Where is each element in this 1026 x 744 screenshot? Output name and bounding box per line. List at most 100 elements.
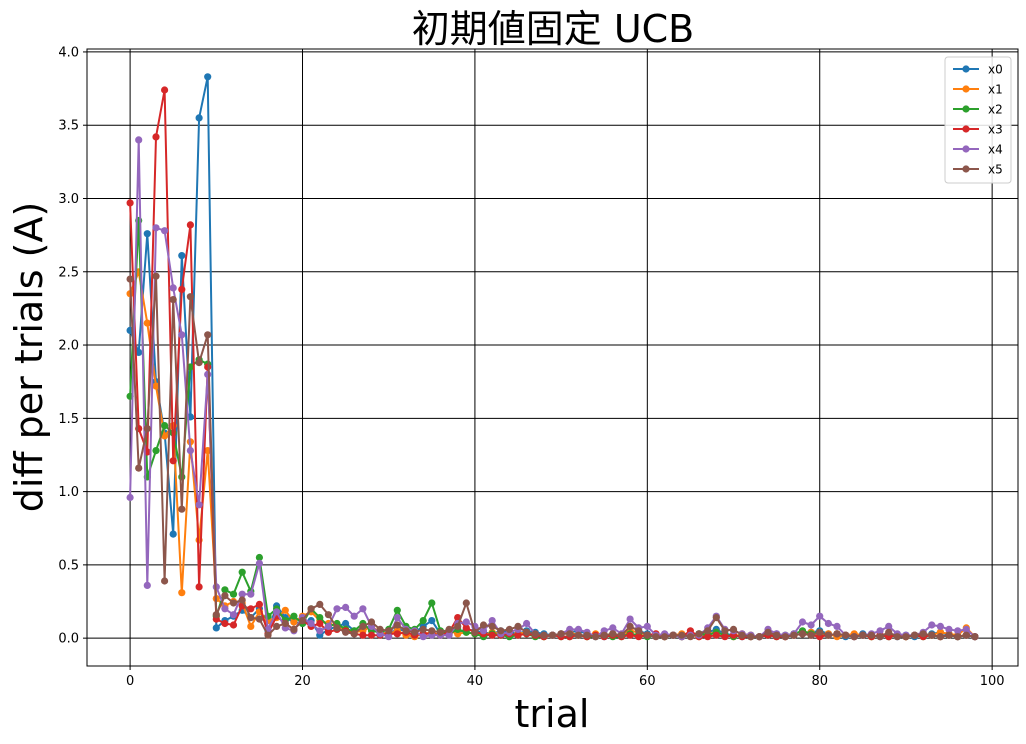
data-point-x5 [592,633,600,641]
data-point-x1 [281,606,289,614]
data-point-x3 [316,619,324,628]
plot-background [87,49,1018,666]
data-point-x5 [376,625,384,634]
data-point-x3 [161,86,169,94]
y-tick-label: 4.0 [58,45,79,60]
data-point-x5 [350,630,358,638]
data-point-x5 [281,619,289,628]
data-point-x0 [428,617,436,625]
data-point-x5 [885,628,893,636]
data-point-x4 [169,284,177,292]
data-point-x5 [514,622,522,631]
data-point-x5 [178,505,186,513]
data-point-x3 [126,199,134,207]
legend-label: x1 [988,83,1003,97]
data-point-x0 [178,252,186,260]
data-point-x5 [324,611,332,619]
y-axis-ticks: 0.0 0.5 1.0 1.5 2.0 2.5 3.0 3.5 4.0 [58,45,87,647]
data-point-x4 [178,331,186,339]
data-point-x5 [954,633,962,641]
data-point-x3 [514,631,522,639]
legend-item-x3: x3 [953,123,1003,137]
x-tick-label: 100 [980,674,1005,689]
data-point-x5 [367,618,376,626]
data-point-x3 [221,619,229,628]
data-point-x4 [152,224,160,232]
data-point-x5 [497,627,505,635]
data-point-x5 [798,630,807,638]
data-point-x4 [342,603,350,612]
data-point-x0 [204,73,212,81]
data-point-x2 [229,590,238,598]
data-point-x5 [264,631,272,639]
legend-marker [962,85,970,93]
data-point-x5 [436,628,444,636]
data-point-x4 [928,621,936,629]
data-point-x4 [238,590,246,598]
data-point-x4 [135,136,143,144]
data-point-x5 [850,633,858,641]
data-point-x4 [488,617,496,625]
data-point-x5 [471,628,479,636]
data-point-x5 [893,633,901,641]
series-layer [126,73,979,641]
data-point-x1 [178,589,186,597]
data-point-x5 [359,622,367,631]
data-point-x4 [462,618,470,626]
data-point-x2 [419,617,427,625]
data-point-x5 [859,631,867,639]
data-point-x4 [255,559,263,568]
data-point-x1 [161,432,169,440]
data-point-x5 [566,630,574,638]
chart-title: 初期値固定 UCB [412,7,695,51]
legend-label: x5 [988,163,1003,177]
data-point-x4 [221,605,229,613]
data-point-x5 [212,611,220,619]
data-point-x0 [143,230,151,238]
data-point-x5 [135,464,143,472]
data-point-x3 [367,631,376,639]
legend-item-x1: x1 [953,83,1003,97]
y-tick-label: 0.0 [58,632,79,647]
data-point-x3 [488,631,496,639]
data-point-x5 [790,631,798,639]
data-point-x3 [704,633,712,641]
data-point-x4 [316,627,324,635]
data-point-x5 [643,631,651,639]
data-point-x3 [195,583,203,591]
data-point-x4 [126,493,134,502]
data-point-x5 [523,628,531,636]
data-point-x3 [359,631,367,639]
data-point-x3 [169,457,177,465]
data-point-x1 [152,382,160,390]
y-tick-label: 0.5 [58,558,79,573]
data-point-x5 [540,631,548,639]
plot-area: 0 20 40 60 80 100 0.0 0.5 1.0 1.5 2.0 2.5 3.0 3.5 4.0 [58,45,1019,689]
data-point-x5 [600,631,608,639]
data-point-x2 [178,473,186,481]
data-point-x4 [574,625,583,634]
data-point-x5 [505,625,513,634]
data-point-x5 [755,633,764,641]
legend-marker [962,65,970,73]
legend-item-x0: x0 [953,63,1003,77]
data-point-x4 [324,622,332,631]
data-point-x5 [807,631,815,639]
data-point-x5 [247,614,255,622]
data-point-x5 [255,615,263,623]
data-point-x5 [574,631,583,639]
data-point-x4 [247,590,255,598]
data-point-x2 [152,447,160,455]
data-point-x4 [609,624,617,632]
y-tick-label: 1.5 [58,412,79,427]
legend-label: x0 [988,63,1003,77]
data-point-x5 [635,627,643,635]
data-point-x4 [798,618,807,626]
data-point-x5 [928,631,936,639]
data-point-x5 [161,577,169,585]
x-tick-label: 80 [811,674,828,689]
x-tick-label: 0 [126,674,134,689]
data-point-x5 [902,633,910,641]
data-point-x4 [945,625,953,634]
data-point-x5 [548,631,557,639]
